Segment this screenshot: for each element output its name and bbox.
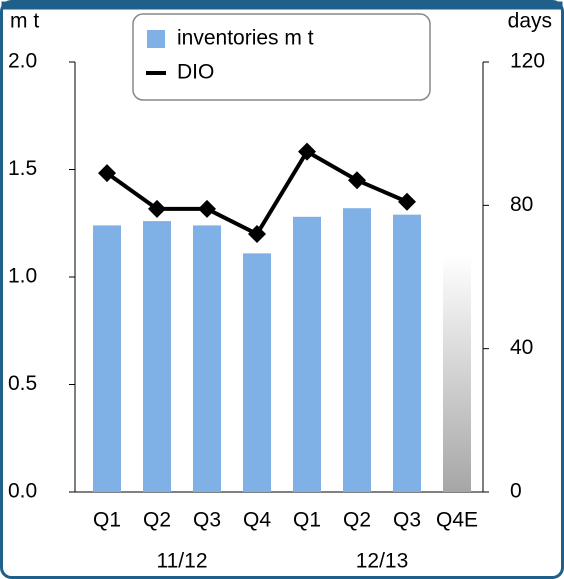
y-tick-label: 1.0	[8, 265, 37, 288]
marker	[348, 171, 366, 190]
y2-tick-label: 80	[510, 193, 533, 216]
y-tick-label: 1.5	[8, 157, 37, 180]
legend-label: DIO	[177, 61, 214, 84]
y2-axis-label: days	[508, 10, 552, 33]
y-axis-label: m t	[10, 10, 39, 33]
x-tick-label: Q3	[193, 509, 221, 532]
marker	[198, 199, 216, 218]
y2-tick-label: 120	[510, 50, 545, 73]
x-tick-label: Q3	[393, 509, 421, 532]
bar	[193, 225, 221, 492]
group-label: 12/13	[356, 550, 409, 573]
bar	[343, 208, 371, 492]
x-tick-label: Q4	[243, 509, 271, 532]
marker	[298, 142, 316, 161]
y2-tick-label: 0	[510, 480, 522, 503]
y-tick-label: 0.0	[8, 480, 37, 503]
legend-swatch	[147, 30, 165, 48]
x-tick-label: Q1	[293, 509, 321, 532]
header-strip	[1, 1, 563, 10]
x-tick-label: Q1	[93, 509, 121, 532]
x-tick-label: Q4E	[436, 509, 478, 532]
marker	[398, 192, 416, 211]
legend-label: inventories m t	[177, 27, 314, 50]
marker	[98, 164, 116, 183]
legend	[132, 13, 431, 101]
group-label: 11/12	[157, 550, 208, 573]
x-tick-label: Q2	[143, 509, 171, 532]
bar	[393, 214, 421, 492]
y2-tick-label: 40	[510, 336, 533, 359]
y-tick-label: 0.5	[8, 372, 37, 395]
bar	[443, 255, 471, 492]
marker	[148, 199, 166, 218]
marker	[248, 225, 266, 243]
y-tick-label: 2.0	[8, 50, 37, 73]
bar	[143, 221, 171, 492]
bar	[93, 225, 121, 492]
bar	[243, 253, 271, 492]
x-tick-label: Q2	[343, 509, 371, 532]
bar	[293, 216, 321, 493]
